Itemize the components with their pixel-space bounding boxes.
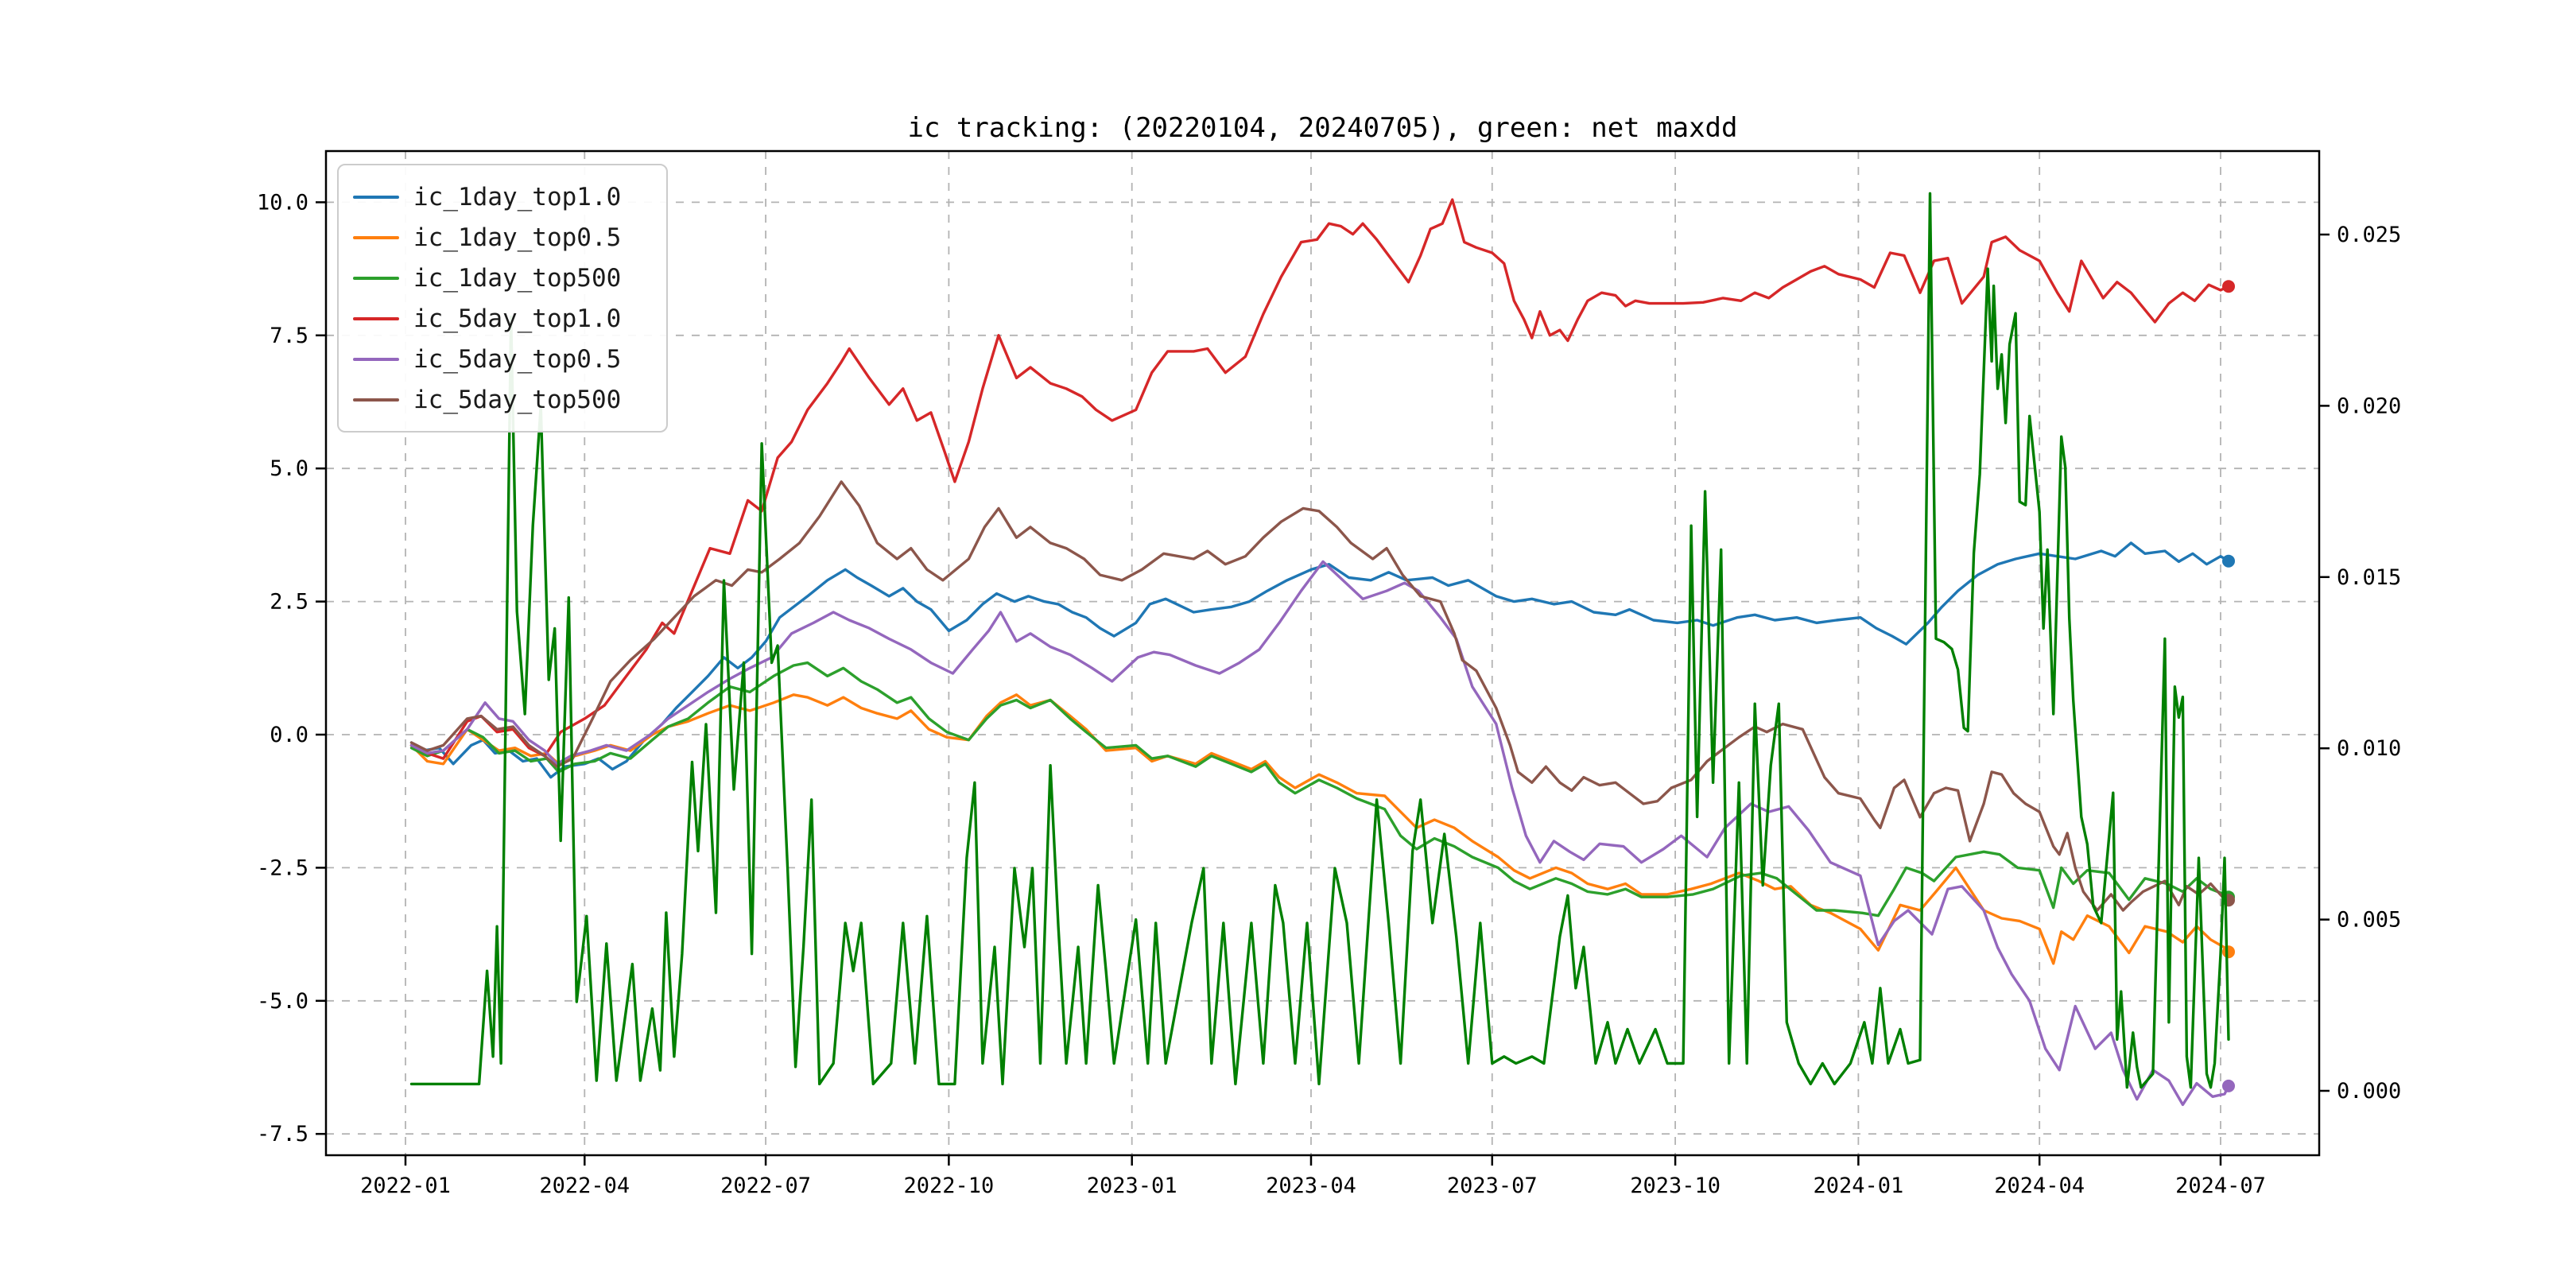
legend: ic_1day_top1.0 ic_1day_top0.5 ic_1day_top5…	[337, 164, 668, 433]
y-left-tick-label: 5.0	[270, 456, 308, 481]
tick-labels: 2022-01 2022-04 2022-07 2022-10 2023-01 2023-…	[257, 190, 2401, 1198]
legend-item-ic_1day_top1.0: ic_1day_top1.0	[353, 177, 650, 217]
x-tick-label: 2022-04	[539, 1174, 630, 1198]
legend-line-sample	[353, 235, 399, 239]
y-left-tick-label: -5.0	[257, 989, 308, 1014]
legend-label: ic_5day_top0.5	[413, 344, 622, 374]
y-left-tick-label: -2.5	[257, 855, 308, 880]
y-right-tick-label: 0.025	[2337, 223, 2401, 247]
axes-frame	[324, 149, 2321, 1157]
y-right-tick-label: 0.020	[2337, 394, 2401, 418]
legend-item-ic_1day_top500: ic_1day_top500	[353, 258, 650, 298]
legend-line-sample	[353, 276, 399, 280]
legend-line-sample	[353, 357, 399, 361]
y-left-tick-label: 10.0	[257, 190, 308, 215]
gridlines	[326, 151, 2319, 1155]
x-tick-label: 2024-07	[2175, 1174, 2266, 1198]
y-left-tick-label: 7.5	[270, 324, 308, 348]
y-left-tick-label: -7.5	[257, 1122, 308, 1146]
series-line-ic_1day_top500	[409, 661, 2230, 918]
legend-line-sample	[353, 316, 399, 320]
legend-label: ic_1day_top500	[413, 263, 622, 293]
series-line-ic_5day_top1.0	[409, 198, 2230, 760]
end-marker-ic_1day_top0.5	[2222, 945, 2235, 959]
series-line-ic_5day_top0.5	[409, 560, 2230, 1107]
y-left-tick-label: 0.0	[270, 723, 308, 747]
y-right-tick-label: 0.010	[2337, 736, 2401, 761]
y-left-tick-label: 2.5	[270, 590, 308, 615]
series-line-ic_1day_top0.5	[409, 693, 2230, 965]
legend-item-ic_1day_top0.5: ic_1day_top0.5	[353, 217, 650, 258]
end-marker-ic_5day_top0.5	[2222, 1079, 2235, 1092]
legend-label: ic_1day_top0.5	[413, 223, 622, 252]
tick-marks	[316, 201, 2330, 1166]
y-right-tick-label: 0.000	[2337, 1079, 2401, 1104]
series-lines	[409, 192, 2235, 1107]
x-tick-label: 2022-01	[360, 1174, 451, 1198]
series-line-ic_1day_top1.0	[409, 541, 2230, 779]
x-tick-label: 2022-07	[720, 1174, 811, 1198]
end-marker-ic_5day_top1.0	[2222, 280, 2235, 293]
x-tick-label: 2024-04	[1994, 1174, 2085, 1198]
x-tick-label: 2023-07	[1447, 1174, 1538, 1198]
y-right-tick-label: 0.015	[2337, 565, 2401, 590]
legend-label: ic_1day_top1.0	[413, 182, 622, 211]
legend-item-ic_5day_top1.0: ic_5day_top1.0	[353, 298, 650, 339]
legend-line-sample	[353, 398, 399, 402]
x-tick-label: 2024-01	[1813, 1174, 1903, 1198]
legend-line-sample	[353, 195, 399, 199]
x-tick-label: 2023-01	[1087, 1174, 1177, 1198]
legend-label: ic_5day_top1.0	[413, 304, 622, 333]
series-line-net_maxdd	[409, 192, 2230, 1089]
x-tick-label: 2022-10	[903, 1174, 994, 1198]
end-marker-ic_1day_top1.0	[2222, 554, 2235, 568]
series-line-ic_5day_top500	[409, 480, 2230, 912]
legend-item-ic_5day_top0.5: ic_5day_top0.5	[353, 339, 650, 379]
x-tick-label: 2023-10	[1630, 1174, 1721, 1198]
x-tick-label: 2023-04	[1266, 1174, 1356, 1198]
legend-label: ic_5day_top500	[413, 385, 622, 414]
chart-title: ic tracking: (20220104, 20240705), green…	[907, 112, 1738, 144]
y-right-tick-label: 0.005	[2337, 908, 2401, 933]
legend-item-ic_5day_top500: ic_5day_top500	[353, 379, 650, 420]
